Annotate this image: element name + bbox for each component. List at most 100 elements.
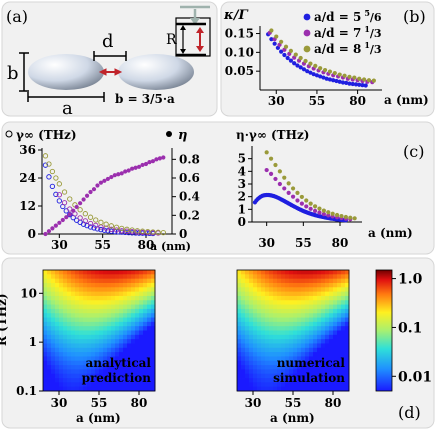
heatmap-cell bbox=[277, 313, 282, 318]
heatmap-cell bbox=[313, 270, 318, 275]
heatmap-cell bbox=[127, 339, 132, 344]
heatmap-cell bbox=[289, 274, 294, 280]
chart-c-left-eta-point bbox=[84, 193, 90, 198]
heatmap-cell bbox=[269, 373, 274, 379]
chart-c-left-gamma-point bbox=[93, 222, 99, 229]
heatmap-cell bbox=[119, 378, 124, 383]
heatmap-cell bbox=[313, 308, 318, 314]
heatmap-cell bbox=[273, 313, 278, 318]
heatmap-cell bbox=[103, 365, 108, 370]
heatmap-cell bbox=[119, 347, 124, 353]
heatmap-cell bbox=[63, 365, 68, 370]
heatmap-cell bbox=[301, 278, 306, 284]
chart-c-right-ytick-label: 1 bbox=[238, 202, 246, 216]
heatmap-cell bbox=[321, 373, 326, 379]
heatmap-cell bbox=[237, 308, 242, 314]
heatmap-cell bbox=[151, 378, 156, 383]
heatmap-cell bbox=[67, 326, 72, 331]
heatmap-cell bbox=[79, 282, 84, 288]
heatmap-cell bbox=[119, 352, 124, 357]
heatmap-cell bbox=[135, 304, 140, 310]
heatmap-cell bbox=[257, 347, 262, 353]
heatmap-cell bbox=[71, 339, 76, 344]
heatmap-cell bbox=[265, 295, 270, 301]
chart-b-legend-label: a/d = 7 1/3 bbox=[314, 24, 382, 40]
heatmap-cell bbox=[345, 287, 350, 293]
heatmap-cell bbox=[257, 386, 262, 392]
heatmap-cell bbox=[119, 274, 124, 280]
heatmap-cell bbox=[249, 386, 254, 392]
heatmap-cell bbox=[95, 343, 100, 349]
heatmap-cell bbox=[337, 287, 342, 293]
heatmap-cell bbox=[321, 365, 326, 370]
heatmap-cell bbox=[71, 270, 76, 275]
heatmap-xtick-label: 55 bbox=[91, 396, 108, 410]
heatmap-cell bbox=[269, 282, 274, 288]
heatmap-cell bbox=[95, 300, 100, 305]
heatmap-cell bbox=[273, 334, 278, 340]
heatmap-cell bbox=[71, 382, 76, 388]
heatmap-xtick-label: 30 bbox=[51, 396, 68, 410]
heatmap-cell bbox=[333, 321, 338, 327]
heatmap-cell bbox=[237, 378, 242, 383]
heatmap-cell bbox=[305, 287, 310, 293]
heatmap-cell bbox=[87, 334, 92, 340]
heatmap-cell bbox=[59, 352, 64, 357]
heatmap-cell bbox=[341, 274, 346, 280]
heatmap-cell bbox=[51, 291, 56, 297]
heatmap-cell bbox=[313, 282, 318, 288]
heatmap-cell bbox=[99, 369, 104, 375]
chart-b-legend: a/d = 5 5/6a/d = 7 1/3a/d = 8 1/3 bbox=[303, 8, 382, 56]
heatmap-cell bbox=[237, 313, 242, 318]
chart-b-point bbox=[282, 52, 287, 58]
heatmap-cell bbox=[253, 378, 258, 383]
heatmap-cell bbox=[317, 300, 322, 305]
heatmap-cell bbox=[91, 330, 96, 336]
heatmap-cell bbox=[237, 300, 242, 305]
heatmap-cell bbox=[305, 373, 310, 379]
heatmap-cell bbox=[257, 317, 262, 323]
heatmap-cell bbox=[297, 291, 302, 297]
heatmap-cell bbox=[281, 326, 286, 331]
heatmap-cell bbox=[103, 386, 108, 392]
heatmap-cell bbox=[115, 295, 120, 301]
heatmap-cell bbox=[305, 386, 310, 392]
chart-b-point bbox=[360, 83, 365, 88]
heatmap-cell bbox=[281, 365, 286, 370]
heatmap-cell bbox=[59, 330, 64, 336]
heatmap-cell bbox=[139, 282, 144, 288]
heatmap-cell bbox=[345, 369, 350, 375]
heatmap-cell bbox=[317, 291, 322, 297]
heatmap-cell bbox=[51, 326, 56, 331]
heatmap-cell bbox=[71, 300, 76, 305]
heatmap-cell bbox=[293, 270, 298, 275]
heatmap-cell bbox=[257, 313, 262, 318]
heatmap-cell bbox=[131, 378, 136, 383]
heatmap-cell bbox=[301, 317, 306, 323]
chart-c-right-point bbox=[273, 162, 278, 168]
chart-b-point bbox=[366, 78, 372, 83]
heatmap-cell bbox=[111, 274, 116, 280]
heatmap-cell bbox=[261, 330, 266, 336]
heatmap-cell bbox=[289, 343, 294, 349]
chart-b-point bbox=[279, 49, 284, 54]
heatmap-cell bbox=[329, 369, 334, 375]
chart-c-left-gamma-point bbox=[67, 196, 73, 202]
chart-c-left-gamma-point bbox=[150, 229, 156, 235]
heatmap-cell bbox=[333, 356, 338, 362]
heatmap-cell bbox=[79, 304, 84, 310]
colorbar-tick-label: 0.01 bbox=[398, 369, 432, 385]
heatmap-cell bbox=[51, 321, 56, 327]
heatmap-cell bbox=[99, 274, 104, 280]
heatmap-cell bbox=[305, 369, 310, 375]
chart-c-left-ytick-label: 36 bbox=[19, 143, 36, 157]
heatmap-cell bbox=[345, 313, 350, 318]
heatmap-cell bbox=[71, 334, 76, 340]
heatmap-cell bbox=[293, 287, 298, 293]
heatmap-cell bbox=[59, 386, 64, 392]
heatmap-cell bbox=[99, 313, 104, 318]
heatmap-cell bbox=[131, 300, 136, 305]
heatmap-cell bbox=[261, 343, 266, 349]
heatmap-cell bbox=[87, 339, 92, 344]
heatmap-cell bbox=[265, 343, 270, 349]
